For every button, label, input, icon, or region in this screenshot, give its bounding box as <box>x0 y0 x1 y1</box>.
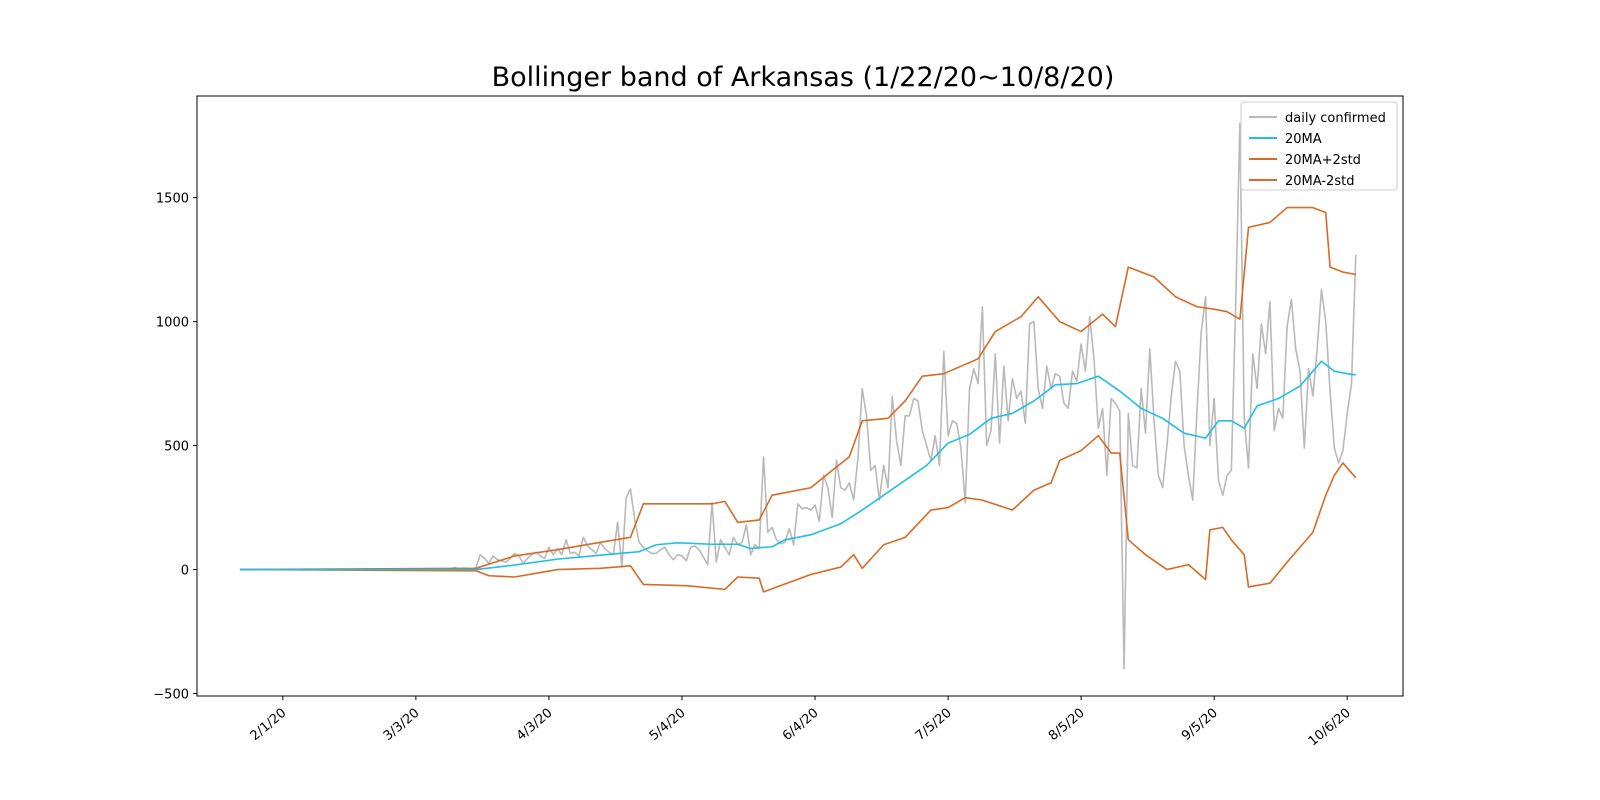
x-tick-label: 3/3/20 <box>381 706 423 744</box>
series-line-20ma-2std <box>239 206 1356 571</box>
x-tick-label: 7/5/20 <box>913 706 955 744</box>
x-tick-label: 8/5/20 <box>1046 706 1088 744</box>
legend: daily confirmed 20MA 20MA+2std 20MA-2std <box>1240 101 1398 191</box>
x-tick-label: 4/3/20 <box>514 706 556 744</box>
series-line-20ma <box>239 360 1356 571</box>
series-line-daily-confirmed <box>239 122 1357 670</box>
legend-label: daily confirmed <box>1285 111 1386 126</box>
x-tick-label: 9/5/20 <box>1179 706 1221 744</box>
x-tick-label: 10/6/20 <box>1306 706 1354 750</box>
x-tick-label: 5/4/20 <box>647 706 689 744</box>
y-tick-label: 1000 <box>156 316 189 331</box>
y-tick-label: 1500 <box>156 192 189 207</box>
series-layer <box>239 122 1357 670</box>
legend-label: 20MA-2std <box>1285 174 1354 189</box>
x-tick-label: 2/1/20 <box>248 706 290 744</box>
plot-frame <box>196 95 1404 697</box>
x-axis: 2/1/20 3/3/20 4/3/20 5/4/20 6/4/20 7/5/20 8/5/… <box>248 696 1354 749</box>
series-line-20ma-2std <box>239 434 1357 593</box>
y-tick-label: 0 <box>181 564 189 579</box>
legend-label: 20MA+2std <box>1285 153 1361 168</box>
y-tick-label: 500 <box>164 440 189 455</box>
legend-box <box>1240 101 1398 191</box>
chart-title: Bollinger band of Arkansas (1/22/20~10/8… <box>492 62 1115 93</box>
legend-label: 20MA <box>1285 132 1322 147</box>
y-axis: −500 0 500 1000 1500 <box>153 192 197 703</box>
y-tick-label: −500 <box>153 688 189 703</box>
x-tick-label: 6/4/20 <box>780 706 822 744</box>
